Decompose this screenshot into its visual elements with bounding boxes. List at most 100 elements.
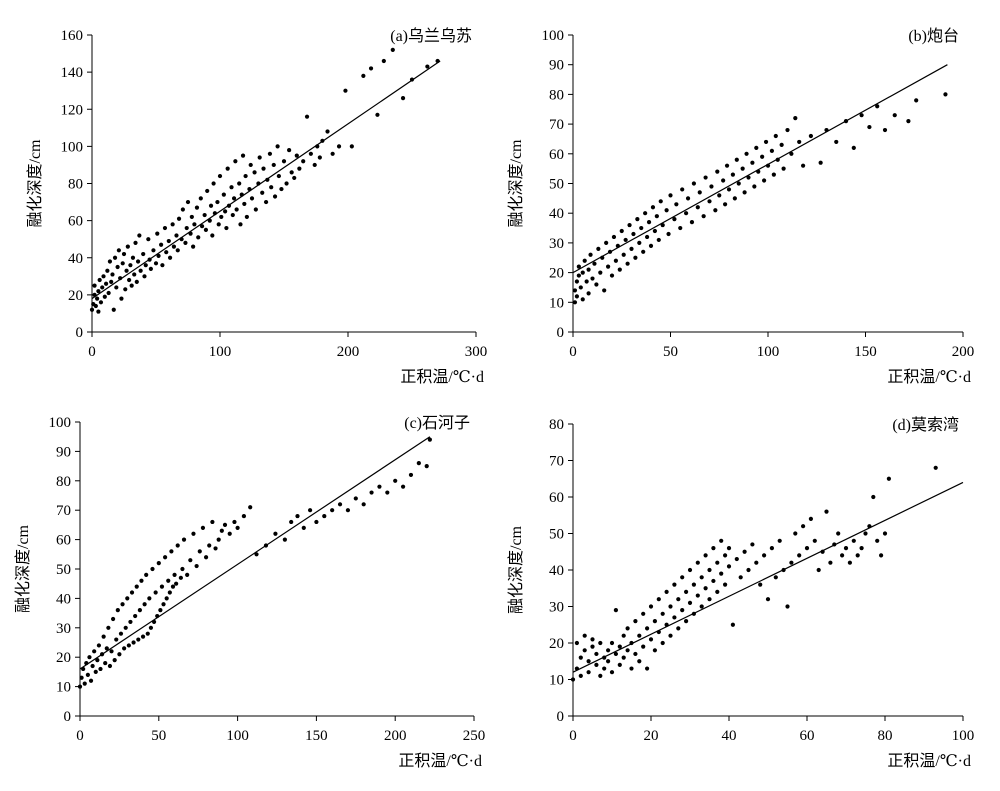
data-point (208, 203, 214, 208)
data-point (160, 263, 165, 268)
y-tick-label: 0 (557, 325, 565, 341)
data-point (740, 166, 745, 171)
data-point (96, 309, 101, 314)
data-point (115, 264, 120, 270)
data-point (592, 261, 597, 266)
data-point (249, 196, 255, 201)
data-point (576, 264, 581, 269)
data-point (758, 582, 763, 587)
data-point (162, 225, 168, 231)
data-point (117, 652, 122, 657)
data-point (750, 160, 755, 165)
data-point (103, 281, 109, 286)
data-point (859, 546, 864, 551)
data-point (205, 188, 210, 194)
data-point (582, 648, 587, 653)
data-point (656, 629, 661, 635)
data-point (572, 288, 578, 293)
data-point (656, 597, 661, 602)
data-point (171, 244, 177, 249)
panel-title: (a)乌兰乌苏 (390, 27, 472, 45)
data-point (176, 216, 182, 221)
data-point (118, 631, 124, 636)
data-point (606, 659, 611, 664)
data-point (646, 220, 652, 225)
data-point (174, 581, 179, 586)
y-tick-label: 80 (549, 417, 564, 433)
x-tick-label: 100 (209, 344, 232, 360)
data-point (141, 251, 146, 257)
data-point (276, 173, 281, 179)
data-point (734, 157, 739, 162)
data-point (131, 640, 136, 645)
data-point (424, 464, 429, 469)
data-point (156, 561, 161, 566)
data-point (816, 567, 821, 573)
panel-a: 0 20 40 60 80 100 120 140 160 0 100 200 300 (a)乌兰乌苏正积… (26, 27, 487, 386)
data-point (95, 296, 100, 301)
panel-title: (d)莫索湾 (892, 416, 959, 434)
data-point (292, 175, 297, 181)
data-point (709, 184, 714, 189)
data-point (140, 634, 146, 639)
data-point (615, 243, 620, 248)
data-point (314, 519, 319, 525)
data-point (684, 211, 689, 216)
data-point (184, 225, 189, 231)
data-point (637, 659, 642, 664)
data-point (578, 673, 583, 678)
data-point (762, 178, 767, 183)
data-point (631, 231, 636, 237)
data-point (769, 546, 775, 551)
data-point (153, 261, 159, 266)
data-point (892, 113, 897, 118)
data-point (142, 602, 147, 607)
data-point (170, 584, 176, 589)
data-point (181, 537, 187, 542)
data-point (188, 558, 193, 563)
data-point (695, 560, 700, 565)
data-point (317, 155, 322, 160)
data-point (425, 64, 430, 69)
data-point (120, 261, 125, 266)
data-point (221, 192, 226, 197)
data-point (106, 290, 111, 296)
data-point (129, 590, 135, 595)
data-point (153, 590, 158, 595)
data-point (96, 289, 101, 294)
data-point (678, 225, 683, 231)
data-point (668, 604, 673, 609)
data-point (812, 538, 817, 543)
data-point (730, 172, 736, 177)
data-point (697, 190, 702, 195)
data-point (602, 666, 607, 671)
y-tick-label: 100 (61, 139, 84, 155)
data-point (107, 663, 113, 669)
data-point (135, 259, 141, 264)
data-point (260, 190, 265, 195)
data-point (625, 648, 630, 653)
data-point (765, 163, 771, 168)
data-point (282, 537, 287, 542)
y-tick-label: 120 (61, 102, 84, 118)
data-point (224, 225, 229, 231)
data-point (122, 646, 127, 651)
data-point (668, 193, 673, 198)
data-point (746, 567, 751, 573)
data-point (801, 524, 806, 529)
y-tick-label: 60 (56, 533, 71, 549)
data-point (613, 608, 619, 613)
data-point (289, 170, 294, 175)
x-axis-title: 正积温/℃·d (887, 368, 971, 386)
data-point (664, 208, 669, 213)
data-point (586, 267, 591, 272)
data-point (867, 524, 872, 529)
data-point (656, 237, 661, 243)
data-point (598, 270, 603, 275)
data-point (765, 597, 771, 602)
data-point (188, 231, 193, 236)
data-point (144, 572, 149, 577)
data-point (385, 490, 390, 495)
data-point (793, 116, 798, 121)
data-point (242, 201, 247, 207)
